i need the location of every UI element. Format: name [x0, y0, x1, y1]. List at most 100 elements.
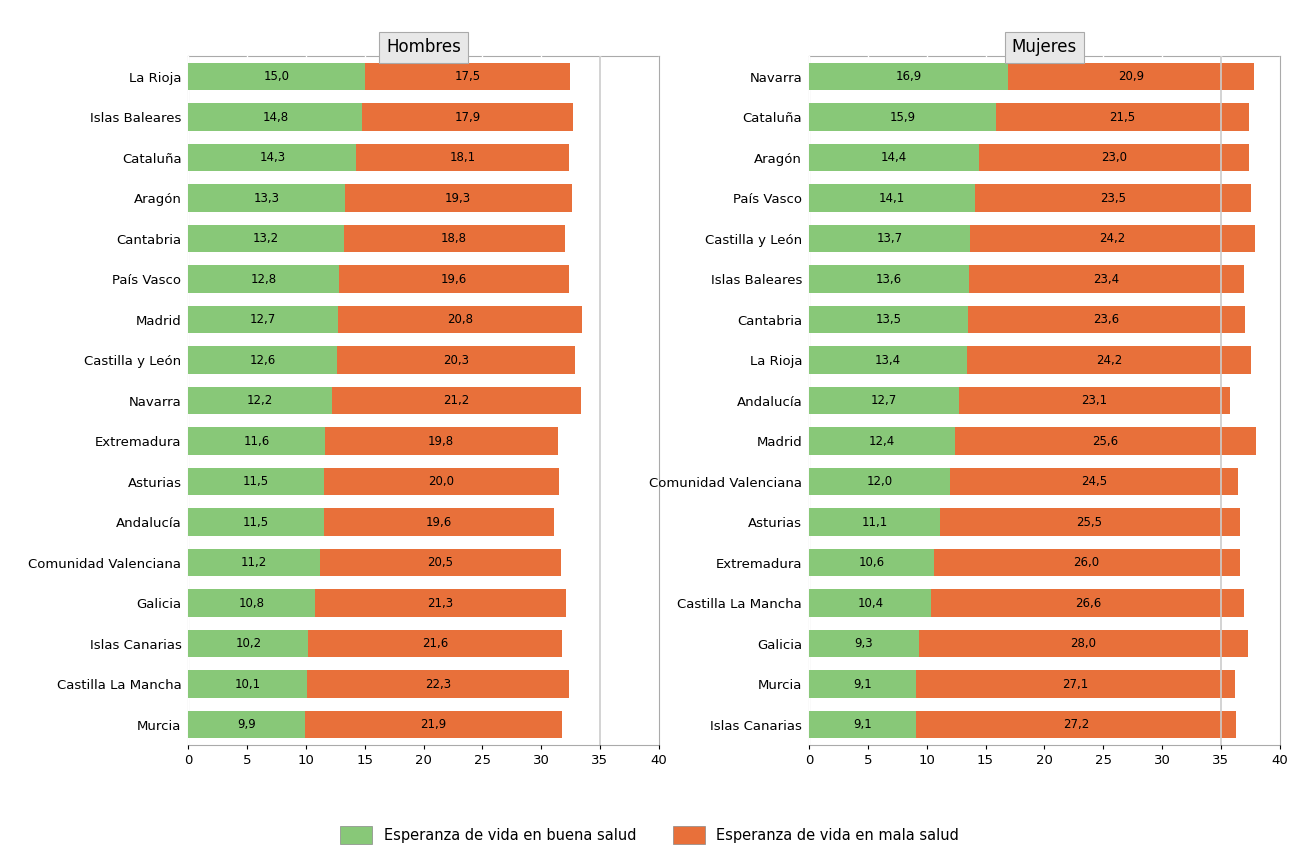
- Text: 10,6: 10,6: [859, 556, 885, 569]
- Bar: [916, 670, 1235, 698]
- Bar: [188, 630, 308, 657]
- Text: 9,1: 9,1: [853, 718, 872, 731]
- Bar: [188, 184, 344, 212]
- Text: 23,1: 23,1: [1081, 394, 1107, 407]
- Bar: [323, 468, 559, 495]
- Text: 12,7: 12,7: [249, 313, 277, 326]
- Bar: [188, 346, 336, 374]
- Text: 9,3: 9,3: [855, 637, 873, 650]
- Text: 12,7: 12,7: [870, 394, 898, 407]
- Text: 12,2: 12,2: [247, 394, 273, 407]
- Bar: [996, 103, 1248, 131]
- Text: 9,9: 9,9: [238, 718, 256, 731]
- Bar: [188, 306, 338, 333]
- Bar: [305, 711, 562, 739]
- Bar: [809, 144, 978, 171]
- Text: 17,5: 17,5: [455, 70, 481, 83]
- Text: 23,4: 23,4: [1094, 273, 1120, 286]
- Text: 18,8: 18,8: [442, 232, 468, 245]
- Bar: [188, 144, 356, 171]
- Bar: [320, 549, 561, 576]
- Bar: [951, 468, 1238, 495]
- Bar: [809, 265, 969, 293]
- Text: 20,3: 20,3: [443, 353, 469, 366]
- Bar: [809, 427, 955, 455]
- Bar: [339, 265, 569, 293]
- Text: 13,3: 13,3: [253, 191, 279, 204]
- Text: 15,9: 15,9: [890, 111, 916, 124]
- Text: 22,3: 22,3: [425, 677, 451, 690]
- Text: 12,8: 12,8: [251, 273, 277, 286]
- Bar: [323, 508, 555, 536]
- Text: 10,4: 10,4: [857, 597, 883, 610]
- Bar: [188, 387, 331, 414]
- Bar: [331, 387, 581, 414]
- Bar: [188, 508, 323, 536]
- Text: 11,6: 11,6: [243, 435, 270, 448]
- Bar: [344, 184, 572, 212]
- Text: 19,8: 19,8: [429, 435, 455, 448]
- Bar: [934, 549, 1239, 576]
- Text: 11,5: 11,5: [243, 475, 269, 488]
- Bar: [918, 630, 1248, 657]
- Text: 13,2: 13,2: [253, 232, 279, 245]
- Text: 27,1: 27,1: [1063, 677, 1089, 690]
- Legend: Esperanza de vida en buena salud, Esperanza de vida en mala salud: Esperanza de vida en buena salud, Espera…: [334, 821, 965, 850]
- Bar: [1008, 62, 1254, 90]
- Bar: [809, 225, 970, 252]
- Bar: [188, 549, 320, 576]
- Text: 11,1: 11,1: [861, 515, 887, 528]
- Bar: [968, 306, 1246, 333]
- Text: 14,4: 14,4: [881, 151, 907, 164]
- Title: Hombres: Hombres: [386, 38, 461, 56]
- Bar: [308, 630, 562, 657]
- Bar: [188, 468, 323, 495]
- Text: 23,6: 23,6: [1094, 313, 1120, 326]
- Bar: [336, 346, 575, 374]
- Bar: [362, 103, 573, 131]
- Bar: [939, 508, 1239, 536]
- Bar: [916, 711, 1237, 739]
- Text: 17,9: 17,9: [455, 111, 481, 124]
- Bar: [809, 468, 951, 495]
- Text: 13,7: 13,7: [877, 232, 903, 245]
- Bar: [809, 630, 918, 657]
- Text: 13,4: 13,4: [876, 353, 902, 366]
- Text: 20,5: 20,5: [427, 556, 453, 569]
- Bar: [809, 508, 939, 536]
- Text: 14,1: 14,1: [879, 191, 905, 204]
- Bar: [976, 184, 1251, 212]
- Bar: [356, 144, 569, 171]
- Text: 14,3: 14,3: [260, 151, 286, 164]
- Bar: [343, 225, 565, 252]
- Bar: [809, 346, 966, 374]
- Text: 26,0: 26,0: [1073, 556, 1100, 569]
- Text: 13,5: 13,5: [876, 313, 902, 326]
- Text: 28,0: 28,0: [1070, 637, 1096, 650]
- Bar: [809, 387, 959, 414]
- Text: 19,3: 19,3: [446, 191, 472, 204]
- Text: 15,0: 15,0: [264, 70, 290, 83]
- Bar: [959, 387, 1230, 414]
- Bar: [978, 144, 1248, 171]
- Text: 10,2: 10,2: [235, 637, 261, 650]
- Text: 20,8: 20,8: [447, 313, 473, 326]
- Bar: [931, 589, 1244, 617]
- Title: Mujeres: Mujeres: [1012, 38, 1077, 56]
- Bar: [966, 346, 1251, 374]
- Text: 21,6: 21,6: [422, 637, 448, 650]
- Text: 12,4: 12,4: [869, 435, 895, 448]
- Text: 25,5: 25,5: [1077, 515, 1103, 528]
- Text: 23,5: 23,5: [1100, 191, 1126, 204]
- Text: 20,0: 20,0: [429, 475, 455, 488]
- Text: 19,6: 19,6: [426, 515, 452, 528]
- Bar: [969, 265, 1244, 293]
- Bar: [809, 306, 968, 333]
- Bar: [188, 103, 362, 131]
- Bar: [809, 589, 931, 617]
- Bar: [970, 225, 1255, 252]
- Text: 20,9: 20,9: [1117, 70, 1144, 83]
- Bar: [338, 306, 582, 333]
- Bar: [188, 265, 339, 293]
- Text: 21,9: 21,9: [421, 718, 447, 731]
